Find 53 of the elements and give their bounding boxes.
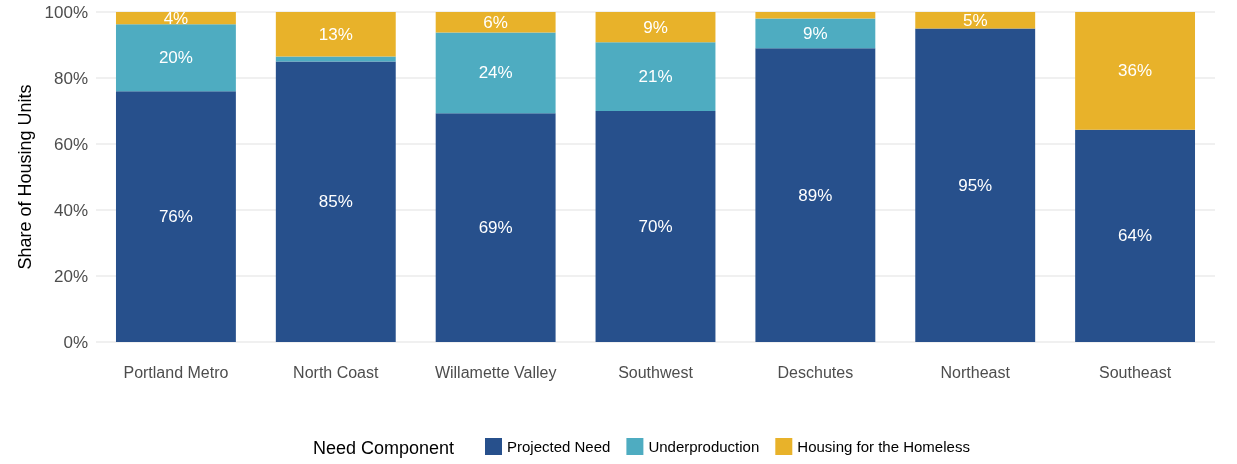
x-tick-label: Southwest	[618, 363, 694, 381]
bar	[755, 12, 876, 19]
bar	[275, 56, 396, 62]
x-tick-label: Southeast	[1099, 363, 1172, 381]
bar	[915, 12, 1036, 29]
data-label: 13%	[318, 24, 353, 44]
data-label: 21%	[638, 67, 673, 87]
x-tick-label: North Coast	[293, 363, 380, 381]
data-label: 20%	[158, 48, 193, 68]
y-tick-label: 100%	[44, 2, 88, 22]
data-label: 24%	[478, 63, 513, 83]
x-tick-label: Northeast	[940, 363, 1011, 381]
bar	[595, 111, 716, 342]
bar	[435, 113, 556, 342]
bar	[1075, 12, 1196, 130]
y-tick-label: 0%	[63, 332, 88, 352]
bar	[915, 28, 1036, 342]
bar	[1075, 129, 1196, 342]
data-label: 89%	[798, 185, 833, 205]
bar	[595, 42, 716, 111]
legend-label: Projected Need	[507, 438, 611, 455]
x-tick-label: Willamette Valley	[434, 363, 557, 381]
data-label: 9%	[803, 23, 828, 43]
data-label: 4%	[163, 8, 189, 28]
data-label: 6%	[483, 12, 508, 32]
data-label: 85%	[318, 192, 353, 212]
bar	[595, 12, 716, 43]
legend-label: Housing for the Homeless	[797, 438, 970, 455]
data-label: 5%	[962, 10, 988, 30]
data-label: 69%	[478, 218, 513, 238]
bar	[115, 24, 236, 92]
bar	[275, 61, 396, 342]
y-tick-label: 60%	[53, 134, 88, 154]
bar	[275, 12, 396, 57]
bar	[115, 91, 236, 342]
bar	[435, 32, 556, 114]
legend-title: Need Component	[313, 438, 455, 458]
bar	[755, 48, 876, 342]
y-tick-label: 80%	[53, 68, 88, 88]
legend-label: Underproduction	[648, 438, 760, 455]
data-label: 95%	[958, 175, 993, 195]
data-label: 64%	[1118, 226, 1153, 246]
y-tick-label: 40%	[53, 200, 88, 220]
x-tick-label: Deschutes	[777, 363, 854, 381]
data-label: 76%	[158, 207, 193, 227]
data-label: 70%	[638, 217, 673, 236]
data-label: 9%	[643, 17, 668, 37]
x-tick-label: Portland Metro	[123, 363, 229, 381]
bar	[435, 12, 556, 33]
data-label: 36%	[1118, 61, 1153, 81]
y-tick-label: 20%	[53, 266, 88, 286]
y-axis-title: Share of Housing Units	[14, 84, 35, 270]
bar	[755, 18, 876, 49]
